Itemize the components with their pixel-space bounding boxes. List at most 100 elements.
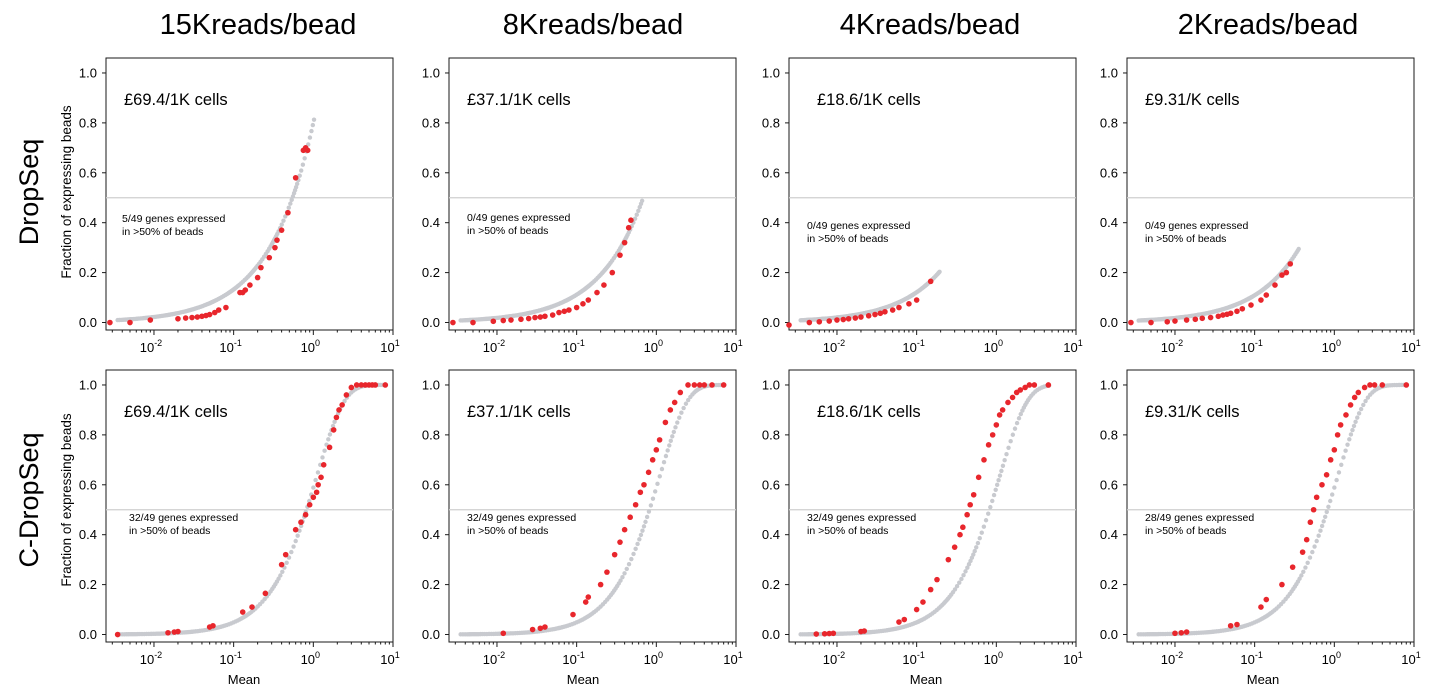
x-tick-label: 10-1 <box>562 338 584 355</box>
background-gene-point <box>1332 485 1337 490</box>
highlighted-gene-point <box>529 626 536 633</box>
background-gene-point <box>639 198 645 204</box>
y-tick-label: 0.4 <box>79 215 97 230</box>
x-tick-label: 10-1 <box>1240 338 1262 355</box>
y-axis-label-row1: Fraction of expressing beads <box>59 413 74 587</box>
x-tick-label: 10-1 <box>1240 650 1262 667</box>
highlighted-gene-point <box>306 501 313 508</box>
highlighted-gene-point <box>720 382 727 388</box>
background-gene-point <box>1363 398 1368 404</box>
highlighted-gene-point <box>1192 316 1199 323</box>
highlighted-gene-point <box>641 481 647 488</box>
row-title-c-dropseq: C-DropSeq <box>14 432 44 567</box>
highlighted-gene-point <box>701 382 708 388</box>
highlighted-gene-point <box>570 611 576 618</box>
highlighted-gene-point <box>189 314 195 321</box>
highlighted-gene-point <box>999 407 1006 413</box>
highlighted-gene-point <box>821 630 828 637</box>
background-gene-point <box>1356 411 1362 416</box>
highlighted-gene-point <box>993 422 1000 428</box>
highlighted-gene-point <box>816 318 823 325</box>
background-gene-point <box>298 523 304 529</box>
highlighted-gene-point <box>975 474 982 481</box>
background-gene-point <box>1350 427 1355 433</box>
highlighted-gene-point <box>247 282 253 288</box>
x-tick-label: 101 <box>1063 650 1082 667</box>
y-tick-label: 1.0 <box>422 65 440 80</box>
highlighted-gene-point <box>1128 319 1134 326</box>
highlighted-gene-point <box>1355 389 1362 396</box>
highlighted-gene-point <box>889 307 896 313</box>
highlighted-gene-point <box>709 382 715 388</box>
highlighted-gene-point <box>1367 382 1373 388</box>
background-gene-point <box>641 524 647 529</box>
background-gene-point <box>311 485 316 490</box>
background-gene-point <box>310 122 316 128</box>
background-gene-point <box>342 398 347 404</box>
background-gene-point <box>307 135 313 140</box>
background-gene-point <box>300 162 306 167</box>
background-gene-point <box>635 541 640 547</box>
highlighted-gene-point <box>901 616 908 623</box>
background-gene-point <box>620 574 625 580</box>
background-gene-point <box>1296 246 1301 252</box>
highlighted-gene-point <box>343 392 350 398</box>
highlighted-gene-point <box>981 457 987 463</box>
highlighted-gene-point <box>304 147 311 154</box>
background-gene-point <box>293 538 298 544</box>
y-tick-label: 0.4 <box>1100 527 1118 542</box>
background-gene-point <box>1361 402 1366 408</box>
panel-0-3: 0.0 0.2 0.4 0.6 0.8 1.0 10-2 10-1 100 101 £9.31/K … <box>1100 57 1421 355</box>
background-gene-point <box>281 218 286 223</box>
background-gene-point <box>681 405 686 411</box>
highlighted-gene-point <box>840 316 847 323</box>
highlighted-gene-point <box>566 307 572 313</box>
x-tick-label: 100 <box>984 650 1003 667</box>
background-gene-point <box>1012 426 1018 431</box>
highlighted-gene-point <box>1248 302 1254 308</box>
background-gene-point <box>1358 406 1364 412</box>
x-tick-label: 10-2 <box>823 338 845 355</box>
highlighted-gene-point <box>1263 292 1270 298</box>
background-gene-point <box>637 537 642 542</box>
x-tick-label: 10-1 <box>902 338 924 355</box>
background-gene-point <box>963 569 968 574</box>
highlighted-gene-point <box>210 622 216 629</box>
background-gene-point <box>1301 569 1306 574</box>
highlighted-gene-point <box>671 399 678 406</box>
background-gene-point <box>1326 504 1331 509</box>
highlighted-gene-point <box>1178 629 1185 636</box>
highlighted-gene-point <box>1279 272 1285 278</box>
background-gene-point <box>637 204 642 210</box>
highlighted-gene-point <box>1183 629 1190 635</box>
x-tick-label: 101 <box>723 650 742 667</box>
highlighted-gene-point <box>1026 382 1033 388</box>
highlighted-gene-point <box>450 319 456 326</box>
highlighted-gene-point <box>1227 622 1234 629</box>
y-tick-label: 0.8 <box>422 427 440 442</box>
highlighted-gene-point <box>970 491 977 498</box>
cost-annotation: £9.31/K cells <box>1145 403 1239 421</box>
highlighted-gene-point <box>1313 494 1320 501</box>
highlighted-gene-point <box>896 304 902 311</box>
x-tick-label: 100 <box>644 650 663 667</box>
x-tick-label: 101 <box>723 338 742 355</box>
background-gene-point <box>663 453 669 459</box>
column-title-15k: 15Kreads/bead <box>160 9 357 41</box>
highlighted-gene-point <box>1227 310 1234 317</box>
background-gene-point <box>294 181 300 187</box>
y-tick-label: 0.2 <box>762 577 780 592</box>
highlighted-gene-point <box>617 252 623 258</box>
background-gene-point <box>994 482 1000 488</box>
background-gene-point <box>1319 523 1325 529</box>
highlighted-gene-point <box>649 457 656 463</box>
highlighted-gene-point <box>951 544 958 550</box>
highlighted-gene-point <box>1323 472 1330 478</box>
highlighted-gene-point <box>601 282 607 288</box>
x-tick-label: 10-2 <box>140 650 162 667</box>
highlighted-gene-point <box>580 300 586 307</box>
genes-expressed-note: 5/49 genes expressed <box>122 213 225 225</box>
y-tick-label: 0.4 <box>762 527 780 542</box>
highlighted-gene-point <box>597 581 604 588</box>
x-tick-label: 10-1 <box>902 650 924 667</box>
